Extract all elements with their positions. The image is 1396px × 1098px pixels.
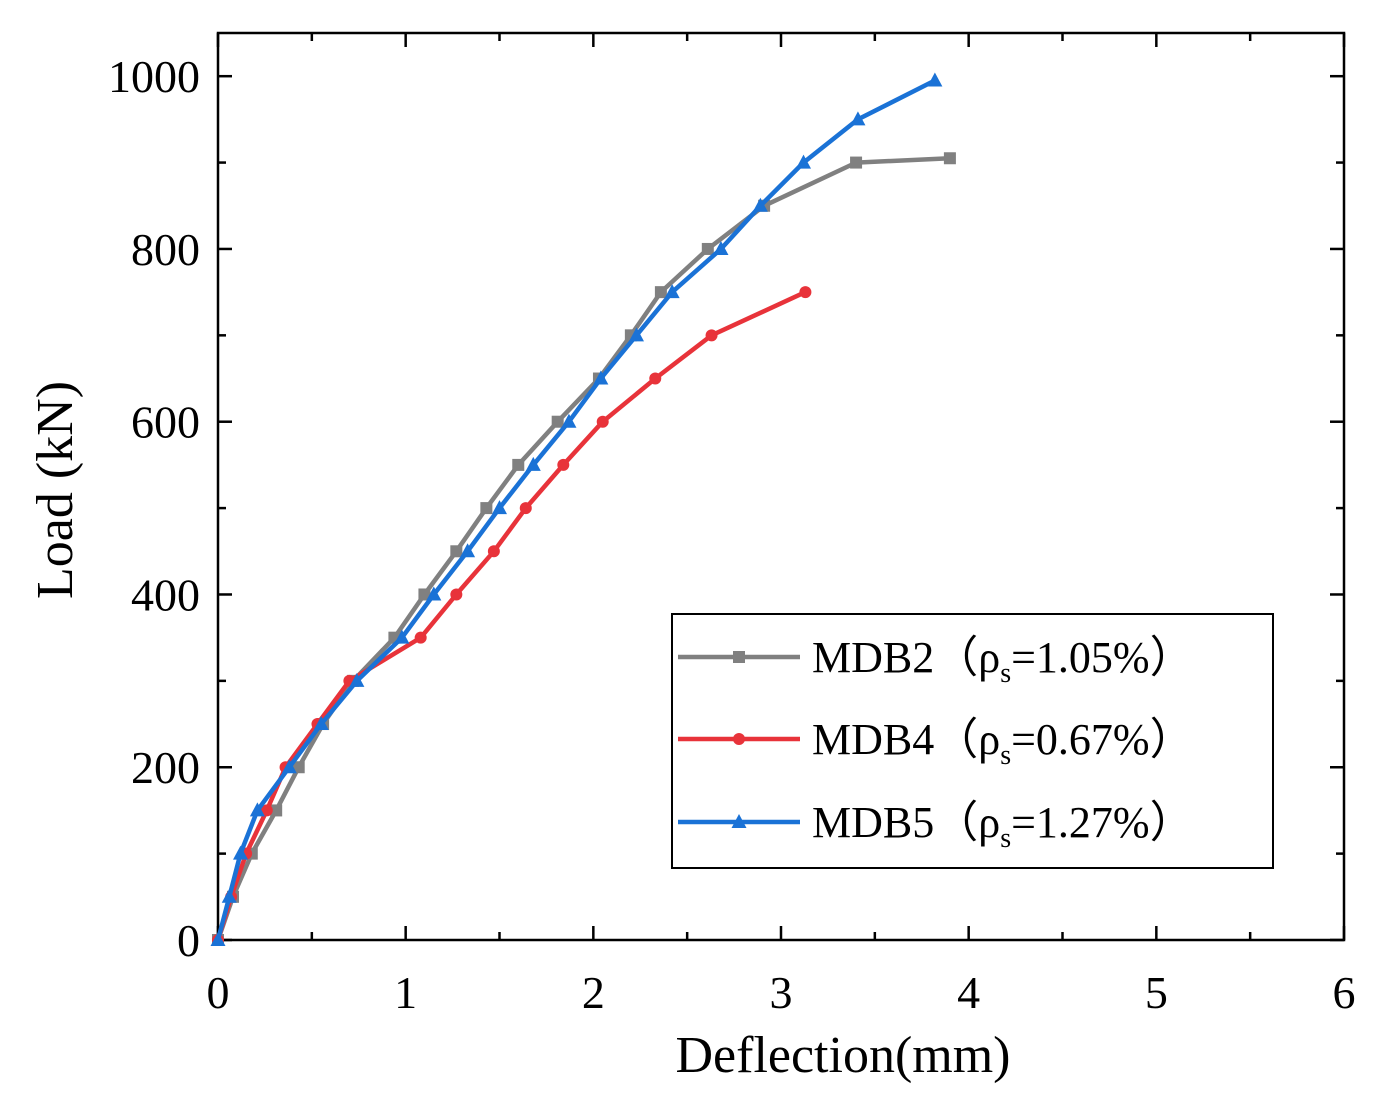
series-layer xyxy=(210,72,956,946)
data-point xyxy=(450,545,463,558)
data-point xyxy=(492,500,507,515)
data-point xyxy=(752,197,768,212)
data-point xyxy=(292,761,305,774)
data-point xyxy=(596,415,609,428)
data-point xyxy=(654,286,667,299)
x-tick-label: 5 xyxy=(1145,967,1168,1018)
data-point xyxy=(512,458,525,471)
data-point xyxy=(249,802,265,817)
y-axis-title: Load (kN) xyxy=(27,381,84,599)
data-point xyxy=(850,156,863,169)
axis-tick-labels: 0 1 2 3 4 5 6 0 200 400 600 800 1000 xyxy=(108,51,1356,1018)
y-tick-label: 600 xyxy=(131,397,200,448)
data-point xyxy=(349,672,365,687)
x-tick-label: 2 xyxy=(582,967,605,1018)
legend-label: MDB5（ρs=1.27%） xyxy=(812,798,1194,854)
data-point xyxy=(593,370,609,385)
data-point xyxy=(480,502,493,515)
data-point xyxy=(713,240,729,255)
y-tick-label: 200 xyxy=(131,742,200,793)
series-line xyxy=(215,290,807,941)
y-tick-label: 1000 xyxy=(108,51,200,102)
legend-swatch-marker xyxy=(733,733,745,745)
axis-ticks xyxy=(216,33,1346,942)
data-point xyxy=(557,458,570,471)
data-point xyxy=(210,932,226,946)
data-point xyxy=(281,759,297,774)
data-point xyxy=(664,284,680,299)
series-3 xyxy=(210,72,943,946)
series-line xyxy=(215,156,951,941)
data-point xyxy=(221,888,237,903)
data-point xyxy=(799,286,812,299)
data-point xyxy=(561,413,577,428)
data-point xyxy=(705,329,718,342)
data-point xyxy=(233,845,249,860)
legend-label: MDB2（ρs=1.05%） xyxy=(812,633,1194,689)
x-tick-label: 1 xyxy=(394,967,417,1018)
x-tick-label: 0 xyxy=(207,967,230,1018)
x-axis-title: Deflection(mm) xyxy=(676,1027,1011,1084)
data-point xyxy=(525,456,541,471)
data-point xyxy=(628,327,644,342)
data-point xyxy=(487,545,500,558)
data-point xyxy=(460,543,476,558)
data-point xyxy=(450,588,463,601)
x-tick-label: 6 xyxy=(1333,967,1356,1018)
data-point xyxy=(850,111,866,126)
data-point xyxy=(414,631,427,644)
data-point xyxy=(701,242,714,255)
x-tick-label: 4 xyxy=(957,967,980,1018)
x-tick-label: 3 xyxy=(770,967,793,1018)
legend: MDB2（ρs=1.05%） MDB4（ρs=0.67%） MDB5（ρs=1.27… xyxy=(671,613,1274,869)
data-point xyxy=(519,502,532,515)
data-point xyxy=(260,804,273,817)
data-point xyxy=(796,154,812,169)
y-tick-label: 400 xyxy=(131,569,200,620)
data-point xyxy=(270,804,283,817)
data-point xyxy=(551,415,564,428)
data-point xyxy=(649,372,662,385)
y-tick-label: 800 xyxy=(131,224,200,275)
data-point xyxy=(927,72,943,87)
legend-items: MDB2（ρs=1.05%） MDB4（ρs=0.67%） MDB5（ρs=1.27… xyxy=(678,633,1194,854)
legend-swatch-marker xyxy=(731,814,747,828)
data-point xyxy=(426,586,442,601)
data-point xyxy=(394,629,410,644)
legend-swatch-marker xyxy=(733,651,745,663)
data-point xyxy=(313,716,329,731)
y-tick-label: 0 xyxy=(177,915,200,966)
data-point xyxy=(418,588,431,601)
data-point xyxy=(943,152,956,165)
legend-label: MDB4（ρs=0.67%） xyxy=(812,715,1194,771)
